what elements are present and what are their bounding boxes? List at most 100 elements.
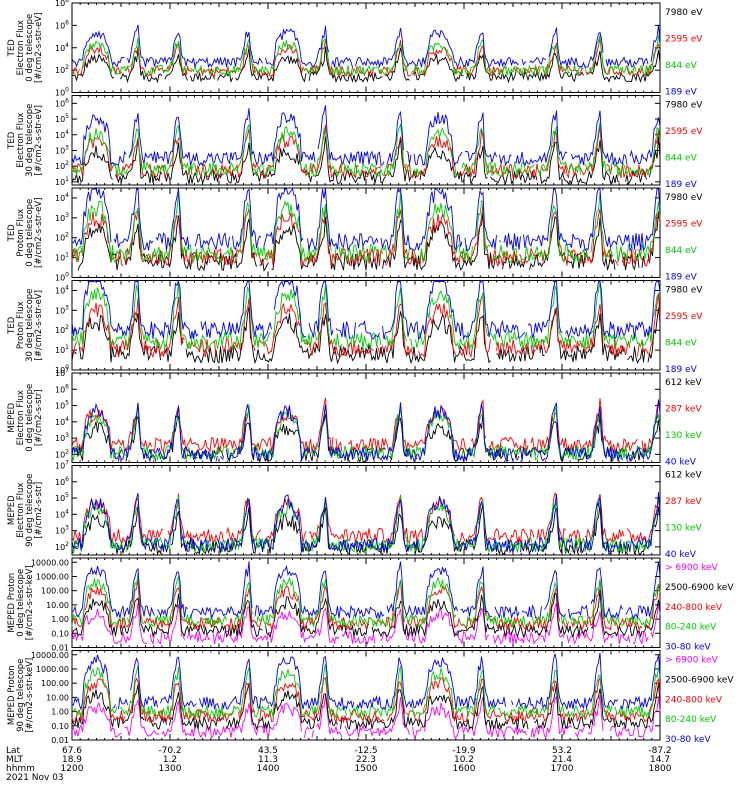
legend-entry: 30-80 keV xyxy=(665,735,711,745)
panel-2: 101 102 103 104 105 106 TED Electron Flux 30 deg… xyxy=(7,95,703,190)
y-axis-label: 90 deg telescope xyxy=(16,659,26,732)
date-label: 2021 Nov 03 xyxy=(6,773,64,783)
footer-value-lat: 43.5 xyxy=(258,746,278,756)
legend-entry: 2500-6900 keV xyxy=(665,583,734,593)
y-axis-label: 30 deg telescope xyxy=(25,104,35,177)
y-tick-label: 10.00 xyxy=(46,601,69,610)
footer-value-mlt: 22.3 xyxy=(356,755,376,765)
footer-value-mlt: 11.3 xyxy=(258,755,278,765)
series-line-7980-ev xyxy=(71,136,661,186)
legend-entry: 2500-6900 keV xyxy=(665,675,734,685)
y-tick-label: 0.01 xyxy=(51,736,69,745)
y-axis-label: [#/cm2-s-str-eV] xyxy=(34,105,44,175)
series-line-30-80-kev xyxy=(71,561,661,620)
y-tick-label: 101 xyxy=(55,252,69,263)
series-line-240-800-kev xyxy=(71,676,661,724)
y-axis-label: TED xyxy=(7,316,17,335)
y-tick-label: 101 xyxy=(55,344,69,355)
legend-entry: 612 keV xyxy=(665,471,702,481)
y-tick-label: 0.01 xyxy=(51,644,69,653)
y-tick-label: 103 xyxy=(55,304,69,315)
y-tick-label: 103 xyxy=(55,525,69,536)
y-tick-label: 0.10 xyxy=(51,629,69,638)
footer-value-lat: -87.2 xyxy=(648,746,671,756)
y-axis-label: MEPED xyxy=(7,402,17,432)
y-axis-label: Electron Flux xyxy=(16,113,26,168)
series-line-189-ev xyxy=(71,187,661,253)
footer-value-hhmm: 1200 xyxy=(61,764,84,774)
y-axis-label: [#/cm2-s-str-eV] xyxy=(34,290,44,360)
y-tick-label: 1000.00 xyxy=(36,572,69,581)
y-axis-label: 90 deg telescope xyxy=(25,474,35,547)
panel-3: 100 101 102 103 104 TED Proton Flux 0 deg teles… xyxy=(7,187,703,283)
footer-value-mlt: 18.9 xyxy=(62,755,82,765)
legend-entry: 7980 eV xyxy=(665,286,703,296)
legend-entry: 844 eV xyxy=(665,61,698,71)
panel-5: 102 103 104 105 106 107 MEPED Electron Flux 0 de… xyxy=(7,367,702,468)
legend-entry: 844 eV xyxy=(665,154,698,164)
y-tick-label: 106 xyxy=(55,19,69,30)
legend-entry: 287 keV xyxy=(665,405,702,415)
y-axis-label: MEPED Proton xyxy=(7,573,17,633)
y-axis-label: 0 deg telescope xyxy=(25,14,35,82)
series-line-30-80-kev xyxy=(71,652,661,711)
y-tick-label: 10.00 xyxy=(46,693,69,702)
series-line-189-ev xyxy=(71,24,661,69)
y-tick-label: 107 xyxy=(55,367,69,378)
series-line-287-kev xyxy=(71,491,661,544)
y-tick-label: 104 xyxy=(55,129,69,140)
series-line-2500-6900-kev xyxy=(71,682,661,731)
footer-value-mlt: 1.2 xyxy=(163,755,177,765)
y-axis-label: [#/cm2-s-str-eV] xyxy=(34,198,44,268)
legend-entry: 2595 eV xyxy=(665,127,703,137)
footer-value-hhmm: 1600 xyxy=(453,764,476,774)
y-tick-label: 106 xyxy=(55,383,69,394)
legend-entry: 130 keV xyxy=(665,524,702,534)
y-axis-label: TED xyxy=(7,131,17,150)
series-line-2595-ev xyxy=(71,202,661,267)
y-axis-label: MEPED xyxy=(7,495,17,525)
footer-value-hhmm: 1700 xyxy=(551,764,574,774)
y-axis-label: Proton Flux xyxy=(16,209,26,257)
panel-7: 0.01 0.10 1.00 10.00 100.00 1000.00 10000.00 ME… xyxy=(7,557,734,653)
series-line-287-kev xyxy=(71,397,661,454)
y-tick-label: 103 xyxy=(55,432,69,443)
y-tick-label: 100 xyxy=(55,272,69,283)
legend-entry: 80-240 keV xyxy=(665,623,717,633)
series-line-130-kev xyxy=(71,402,661,462)
footer-value-lat: 67.6 xyxy=(62,746,82,756)
series-line-844-ev xyxy=(73,191,661,264)
y-axis-label: Electron Flux xyxy=(16,483,26,538)
legend-entry: 287 keV xyxy=(665,497,702,507)
footer-value-hhmm: 1300 xyxy=(159,764,182,774)
panel-4: 100 101 102 103 104 TED Proton Flux 30 deg tele… xyxy=(7,279,703,375)
y-axis-label: [#/cm2-s-str] xyxy=(34,389,44,446)
y-tick-label: 102 xyxy=(55,448,69,459)
series-line--6900-kev xyxy=(71,694,661,739)
y-tick-label: 1000.00 xyxy=(36,665,69,674)
y-axis-label: [#/cm2-s-str-eV] xyxy=(34,13,44,83)
series-line-2595-ev xyxy=(71,124,661,180)
series-line-2500-6900-kev xyxy=(71,589,661,639)
y-tick-label: 10000.00 xyxy=(31,651,69,660)
series-line--6900-kev xyxy=(71,603,661,646)
panel-1: 100 102 104 106 108 TED Electron Flux 0 deg tel… xyxy=(7,0,703,98)
series-line-189-ev xyxy=(71,105,661,167)
legend-entry: 189 eV xyxy=(665,365,698,375)
y-tick-label: 102 xyxy=(55,541,69,552)
y-tick-label: 102 xyxy=(55,232,69,243)
y-tick-label: 105 xyxy=(55,492,69,503)
legend-entry: 189 eV xyxy=(665,88,698,98)
legend-entry: 40 keV xyxy=(665,458,697,468)
footer-value-lat: 53.2 xyxy=(552,746,572,756)
series-line-612-kev xyxy=(72,504,661,556)
y-axis-label: 30 deg telescope xyxy=(25,289,35,362)
y-axis-label: Proton Flux xyxy=(16,301,26,349)
legend-entry: 2595 eV xyxy=(665,312,703,322)
panel-frame xyxy=(71,2,661,93)
legend-entry: 7980 eV xyxy=(665,101,703,111)
y-tick-label: 106 xyxy=(55,476,69,487)
y-tick-label: 101 xyxy=(55,176,69,187)
legend-entry: 7980 eV xyxy=(665,8,703,18)
